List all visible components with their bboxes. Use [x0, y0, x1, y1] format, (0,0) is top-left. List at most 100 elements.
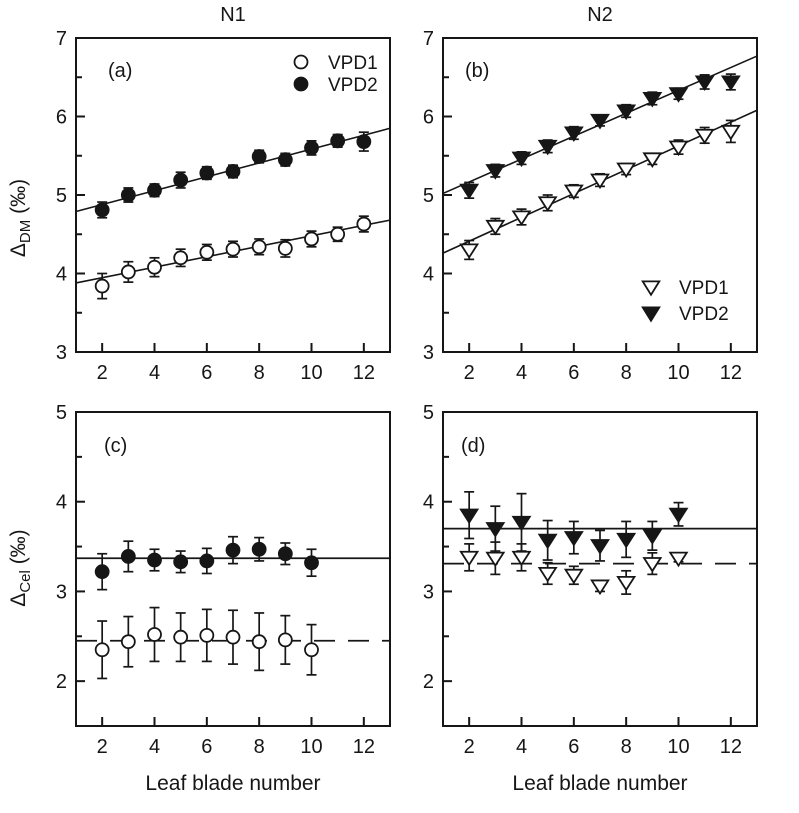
data-point-vpd1-triangle-down-open	[668, 140, 689, 157]
data-point-vpd1-circle-open	[147, 627, 162, 642]
legend-label-vpd2: VPD2	[679, 304, 729, 325]
data-point-vpd1-triangle-down-open	[590, 173, 610, 190]
y-tick-label: 6	[56, 107, 67, 129]
panel-a-frame	[75, 37, 391, 353]
data-point-vpd1-triangle-down-open	[511, 210, 532, 227]
y-tick-label: 3	[56, 581, 67, 603]
data-point-vpd2-circle-filled	[147, 552, 162, 568]
filled-triangle-down-icon	[641, 306, 661, 323]
data-point-vpd1-triangle-down-open	[694, 128, 715, 145]
data-point-vpd2-triangle-down-filled	[616, 532, 637, 549]
data-point-vpd2-triangle-down-filled	[511, 151, 532, 168]
legend-panel-b: VPD1 VPD2	[641, 278, 729, 325]
x-tick-label: 4	[149, 362, 160, 384]
x-tick-label: 8	[254, 736, 265, 758]
y-tick-label: 2	[423, 671, 434, 693]
data-point-vpd2-circle-filled	[94, 564, 110, 580]
data-point-vpd2-circle-filled	[277, 152, 293, 168]
legend-panel-a: VPD1 VPD2	[293, 53, 378, 96]
data-point-vpd2-circle-filled	[173, 172, 189, 188]
data-point-vpd2-circle-filled	[225, 164, 241, 179]
x-tick-label: 2	[97, 362, 108, 384]
legend-label-vpd2: VPD2	[328, 75, 378, 96]
data-point-vpd1-circle-open	[173, 629, 189, 645]
data-point-vpd2-circle-filled	[199, 165, 215, 181]
x-tick-label: 6	[201, 362, 212, 384]
panel-c-frame	[75, 411, 391, 727]
x-tick-label: 8	[621, 362, 632, 384]
x-tick-label: 12	[353, 736, 375, 758]
data-point-vpd2-triangle-down-filled	[590, 113, 610, 130]
data-point-vpd2-circle-filled	[120, 187, 136, 203]
data-point-vpd1-circle-open	[277, 632, 293, 648]
data-point-vpd1-circle-open	[199, 627, 215, 643]
x-tick-label: 12	[720, 736, 742, 758]
data-point-vpd1-triangle-down-open	[616, 575, 637, 592]
data-point-vpd1-circle-open	[304, 642, 319, 658]
y-tick-label: 5	[423, 185, 434, 207]
y-tick-label: 5	[56, 402, 67, 424]
x-tick-label: 2	[464, 362, 475, 384]
panel-d: 2 3 4 5 2 4 6 8 10 12	[423, 402, 758, 758]
panel-b-frame	[442, 37, 758, 353]
data-point-vpd2-circle-filled	[147, 182, 162, 198]
data-point-vpd2-circle-filled	[330, 133, 346, 149]
x-tick-label: 10	[300, 736, 322, 758]
data-point-vpd2-circle-filled	[173, 554, 189, 570]
data-point-vpd1-triangle-down-open	[563, 568, 584, 585]
y-tick-label: 4	[56, 264, 67, 286]
data-point-vpd1-circle-open	[277, 240, 293, 256]
data-point-vpd1-circle-open	[173, 250, 189, 266]
x-tick-label: 10	[667, 362, 689, 384]
x-axis-label-left: Leaf blade number	[145, 772, 320, 795]
x-tick-label: 10	[667, 736, 689, 758]
panel-c-letter: (c)	[104, 435, 127, 457]
data-point-vpd1-triangle-down-open	[485, 219, 506, 236]
data-point-vpd2-circle-filled	[304, 555, 319, 571]
y-tick-label: 7	[56, 28, 67, 50]
data-point-vpd1-triangle-down-open	[642, 557, 663, 573]
data-point-vpd1-circle-open	[251, 634, 267, 650]
column-title-n1: N1	[220, 4, 246, 26]
panel-c: 2 3 4 5 2 4 6 8 10 12	[56, 402, 391, 758]
x-tick-label: 2	[97, 736, 108, 758]
data-point-vpd1-circle-open	[251, 239, 267, 255]
x-tick-label: 4	[516, 736, 527, 758]
y-tick-label: 7	[423, 28, 434, 50]
data-point-vpd1-circle-open	[94, 278, 110, 294]
x-tick-label: 6	[568, 362, 579, 384]
y-tick-label: 3	[423, 342, 434, 364]
data-point-vpd2-triangle-down-filled	[694, 75, 715, 92]
data-point-vpd2-triangle-down-filled	[616, 104, 637, 121]
column-title-n2: N2	[587, 4, 613, 26]
data-point-vpd1-circle-open	[225, 629, 241, 645]
data-point-vpd2-circle-filled	[225, 542, 241, 558]
data-point-vpd2-triangle-down-filled	[668, 507, 689, 524]
data-point-vpd2-circle-filled	[304, 140, 319, 156]
data-point-vpd2-triangle-down-filled	[459, 183, 480, 200]
x-tick-label: 6	[201, 736, 212, 758]
data-point-vpd1-triangle-down-open	[537, 566, 558, 583]
x-tick-label: 8	[254, 362, 265, 384]
data-point-vpd2-triangle-down-filled	[720, 75, 741, 92]
x-tick-label: 10	[300, 362, 322, 384]
data-point-vpd1-triangle-down-open	[590, 579, 610, 596]
y-axis-label-delta-dm: ΔDM (‰)	[7, 179, 34, 257]
data-point-vpd1-triangle-down-open	[616, 162, 637, 179]
data-point-vpd1-circle-open	[356, 216, 372, 232]
legend-label-vpd1: VPD1	[679, 278, 729, 299]
y-tick-label: 5	[56, 185, 67, 207]
panel-a-letter: (a)	[108, 60, 132, 82]
x-tick-label: 12	[353, 362, 375, 384]
open-triangle-down-icon	[641, 280, 661, 297]
panel-d-frame	[442, 411, 758, 727]
x-tick-label: 6	[568, 736, 579, 758]
data-point-vpd2-triangle-down-filled	[485, 522, 506, 538]
data-point-vpd1-triangle-down-open	[563, 184, 584, 201]
panel-b-letter: (b)	[465, 60, 489, 82]
panel-b: 3 4 5 6 7 2 4 6 8 10 12	[423, 28, 758, 384]
data-point-vpd2-triangle-down-filled	[511, 515, 532, 532]
data-point-vpd2-triangle-down-filled	[485, 164, 506, 180]
